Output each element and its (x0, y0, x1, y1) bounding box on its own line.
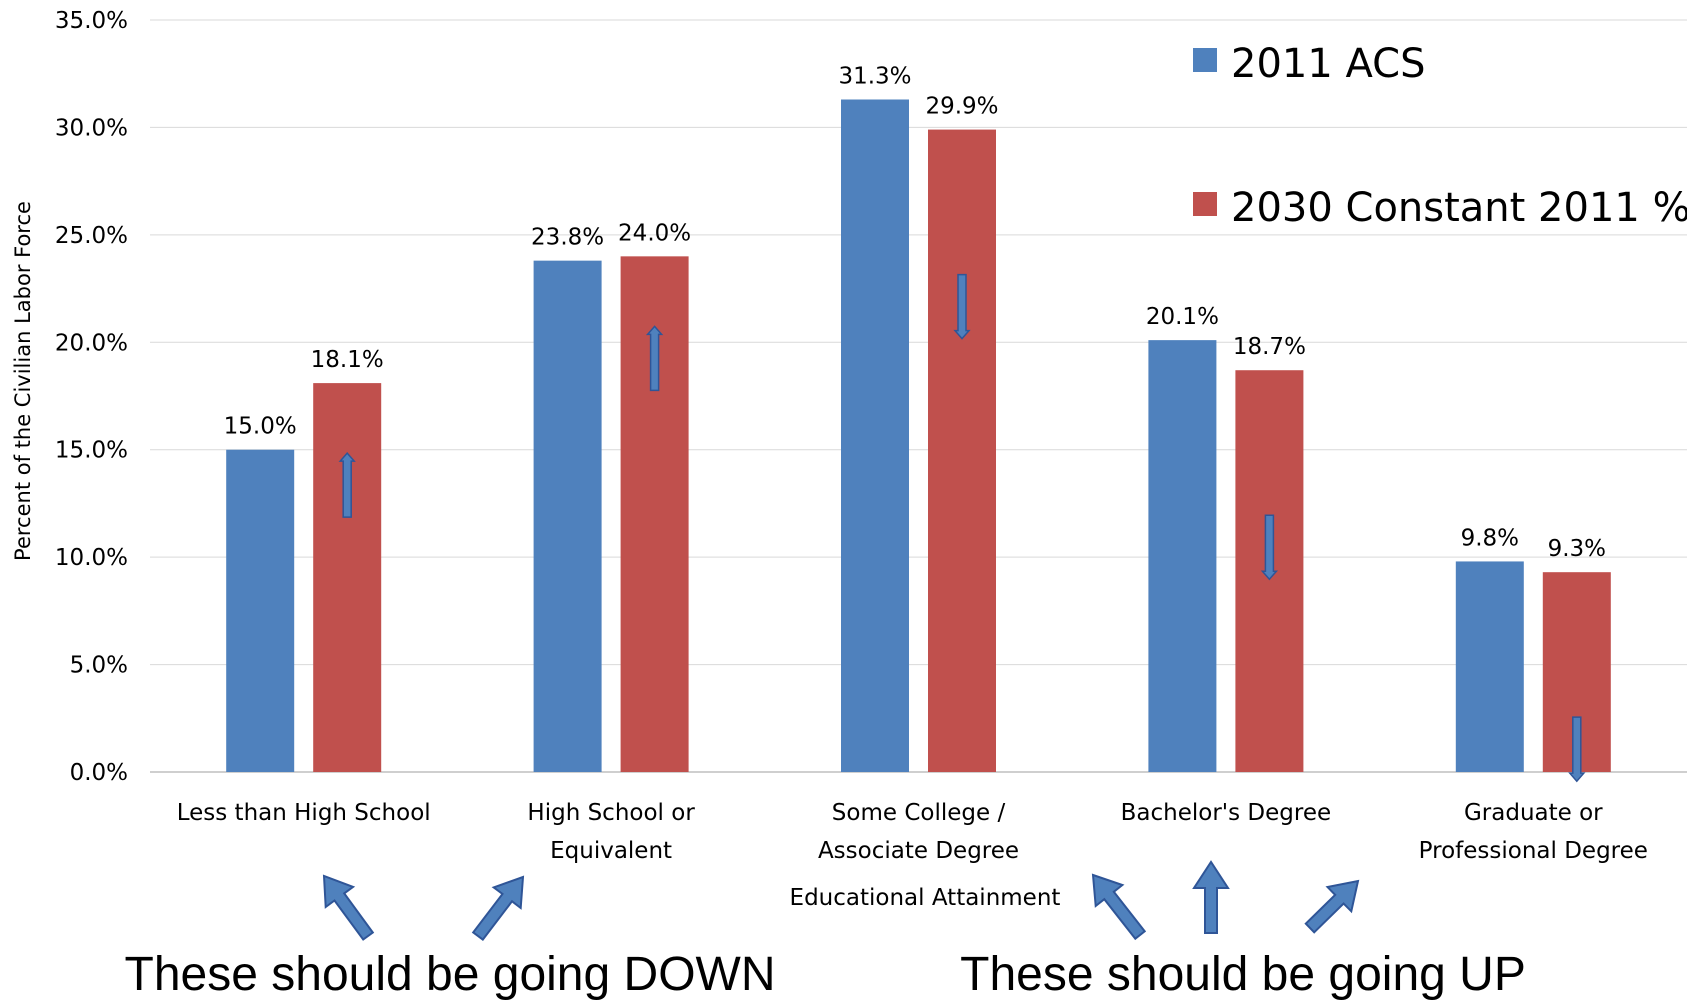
bar-2011-acs (841, 99, 909, 773)
legend-swatch-2011-acs (1193, 48, 1217, 72)
annotation-arrow-icon (322, 874, 375, 941)
annotation-arrow-icon (1091, 873, 1147, 941)
legend: 2011 ACS 2030 Constant 2011 % (1193, 41, 1687, 231)
y-tick-label: 10.0% (55, 545, 128, 571)
data-label: 9.8% (1461, 525, 1519, 551)
gridlines (150, 19, 1687, 773)
category-label: Bachelor's Degree (1121, 800, 1332, 826)
legend-label-2011-acs: 2011 ACS (1231, 41, 1426, 87)
data-label: 29.9% (925, 94, 998, 120)
bar-2011-acs (533, 260, 602, 772)
y-tick-label: 0.0% (70, 760, 128, 786)
annotation-arrow-icon (1192, 860, 1230, 934)
trend-arrow-up-icon (338, 451, 356, 518)
legend-label-2030-constant: 2030 Constant 2011 % (1231, 185, 1687, 231)
trend-arrows (338, 273, 1586, 783)
y-tick-label: 20.0% (55, 330, 128, 356)
category-label: Graduate or (1464, 800, 1603, 826)
bars (226, 99, 1611, 773)
trend-arrow-up-icon (645, 325, 664, 392)
y-tick-label: 25.0% (55, 223, 128, 249)
data-label: 31.3% (838, 63, 911, 89)
trend-arrow-down-icon (1260, 514, 1279, 581)
category-label: Associate Degree (818, 838, 1019, 864)
category-label: Less than High School (177, 800, 431, 826)
data-label: 18.7% (1233, 334, 1306, 360)
data-label: 23.8% (531, 225, 604, 251)
data-label: 9.3% (1548, 536, 1606, 562)
bar-2011-acs (1455, 561, 1524, 772)
category-label: Some College / (832, 800, 1006, 826)
annotation-arrow-icon (1304, 879, 1360, 934)
legend-swatch-2030-constant (1193, 192, 1217, 216)
y-tick-label: 15.0% (55, 438, 128, 464)
category-label: Professional Degree (1419, 838, 1648, 864)
y-tick-label: 30.0% (55, 115, 128, 141)
bar-2030-constant (928, 129, 996, 772)
category-labels: Less than High School High School or Equiv… (177, 800, 1648, 864)
y-tick-label: 5.0% (70, 653, 128, 679)
annotation-arrow-icon (471, 875, 525, 941)
bar-2011-acs (226, 449, 295, 772)
y-axis-ticks: 0.0% 5.0% 10.0% 15.0% 20.0% 25.0% 30.0% 35.0% (55, 8, 128, 786)
note-going-down: These should be going DOWN (125, 948, 776, 1001)
data-label: 18.1% (311, 347, 384, 373)
data-label: 15.0% (224, 414, 297, 440)
bar-2011-acs (1148, 340, 1217, 772)
category-label: High School or (527, 800, 695, 826)
trend-arrow-down-icon (953, 273, 971, 340)
y-axis-title: Percent of the Civilian Labor Force (11, 201, 35, 561)
y-tick-label: 35.0% (55, 8, 128, 34)
category-label: Equivalent (550, 838, 672, 864)
x-axis-title: Educational Attainment (790, 885, 1061, 911)
trend-arrow-down-icon (1568, 716, 1586, 783)
annotation-arrows (322, 860, 1360, 941)
note-going-up: These should be going UP (960, 948, 1526, 1001)
data-labels: 15.0% 18.1% 23.8% 24.0% 31.3% 29.9% 20.1% 18.7%… (224, 63, 1606, 562)
bar-2030-constant (313, 383, 382, 772)
data-label: 20.1% (1146, 304, 1219, 330)
data-label: 24.0% (618, 220, 691, 246)
